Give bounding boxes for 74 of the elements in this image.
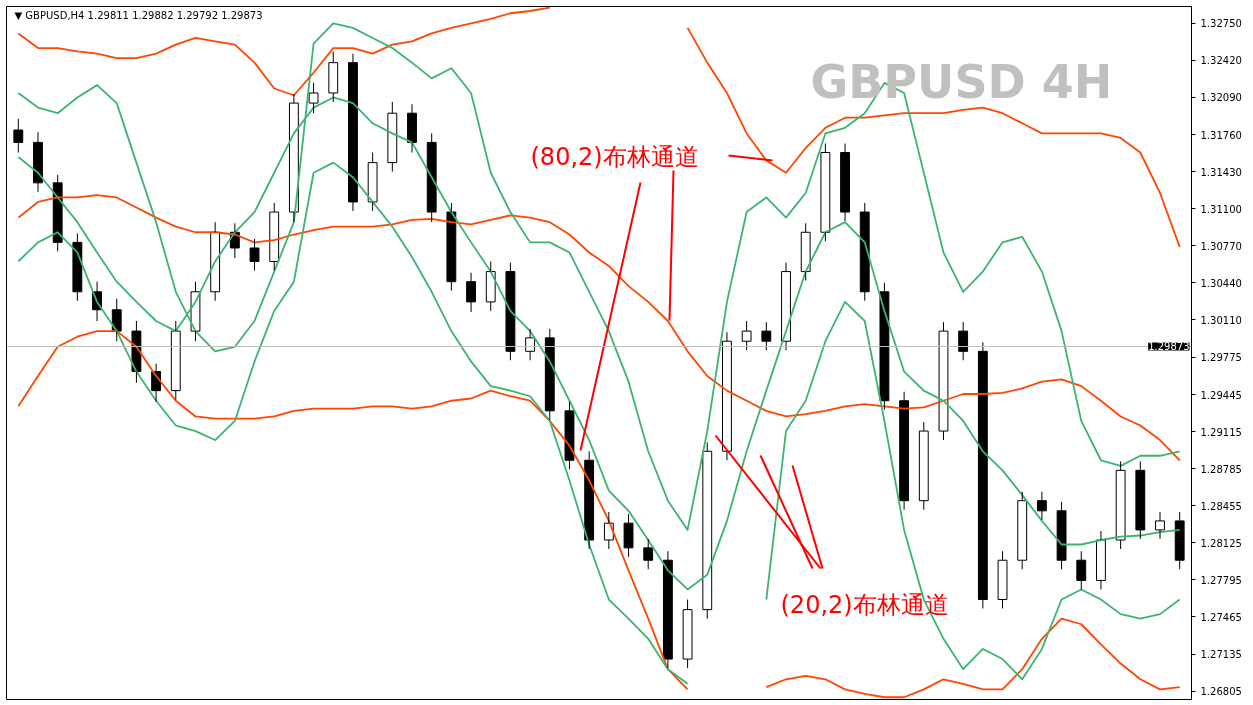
candlestick <box>1036 491 1047 521</box>
candlestick <box>879 282 890 411</box>
y-tick-label: 1.29445 <box>1200 389 1242 401</box>
candlestick <box>1115 460 1126 550</box>
candlestick <box>446 202 457 292</box>
candlestick <box>918 421 929 511</box>
candlestick <box>859 202 870 302</box>
y-tick-label: 1.32750 <box>1200 18 1242 30</box>
y-tick-label: 1.30440 <box>1200 277 1242 289</box>
candlestick <box>840 143 850 222</box>
candlestick <box>623 513 634 558</box>
y-tick-label: 1.27795 <box>1200 574 1242 586</box>
candlestick <box>249 238 260 271</box>
candlestick <box>662 550 673 669</box>
y-tick-label: 1.29115 <box>1200 426 1242 438</box>
candlestick <box>52 174 63 252</box>
y-tick-label: 1.28125 <box>1200 537 1242 549</box>
candlestick <box>1155 511 1165 540</box>
candlestick <box>466 272 476 313</box>
y-tick-label: 1.30770 <box>1200 240 1242 252</box>
ref-line-label: 1.29873 <box>1148 341 1190 353</box>
candlestick <box>407 103 417 154</box>
y-tick-label: 1.29775 <box>1200 352 1242 364</box>
candlestick <box>1017 491 1028 570</box>
y-tick-label: 1.32420 <box>1200 55 1242 67</box>
candlestick <box>722 331 732 461</box>
candlestick <box>1096 530 1106 590</box>
candlestick <box>170 320 181 401</box>
y-tick-label: 1.31430 <box>1200 166 1242 178</box>
candlestick <box>13 118 24 154</box>
y-tick-label: 1.31760 <box>1200 129 1242 141</box>
candlestick <box>800 222 811 282</box>
candlestick <box>505 262 516 361</box>
candlestick <box>899 391 910 511</box>
candlestick <box>210 221 221 302</box>
candlestick <box>288 93 299 223</box>
candlestick <box>544 328 555 421</box>
candlestick <box>584 450 595 550</box>
candlestick <box>997 550 1008 610</box>
candlestick <box>328 50 339 103</box>
candlestick <box>33 131 43 193</box>
y-tick-label: 1.31100 <box>1200 203 1242 215</box>
candlestick <box>308 82 319 114</box>
annotation: GBPUSD 4H <box>810 54 1113 109</box>
candlestick <box>367 152 378 212</box>
candlestick <box>348 53 358 212</box>
y-tick-label: 1.27465 <box>1200 611 1242 623</box>
candlestick <box>387 101 398 173</box>
candlestick <box>564 401 575 470</box>
candlestick <box>1174 511 1185 570</box>
candlestick <box>1076 550 1087 590</box>
candlestick <box>938 321 949 441</box>
candlestick <box>820 143 831 242</box>
annotation: (80,2)布林通道 <box>530 142 699 171</box>
candlestick <box>1056 501 1067 570</box>
annotation: (20,2)布林通道 <box>780 590 949 619</box>
candlestick <box>111 298 122 342</box>
candlestick <box>682 599 693 669</box>
candlestick <box>643 538 654 570</box>
candlestick <box>485 260 496 312</box>
candlestick <box>426 132 437 223</box>
chart-title: ▼ GBPUSD,H4 1.29811 1.29882 1.29792 1.29873 <box>14 9 263 21</box>
candlestick <box>958 321 969 361</box>
y-tick-label: 1.30110 <box>1200 314 1242 326</box>
y-tick-label: 1.28785 <box>1200 463 1242 475</box>
y-tick-label: 1.28455 <box>1200 500 1242 512</box>
y-tick-label: 1.26805 <box>1200 686 1242 698</box>
candlestick <box>269 202 280 271</box>
candlestick <box>72 232 83 302</box>
candlestick <box>781 262 791 351</box>
y-tick-label: 1.32090 <box>1200 92 1242 104</box>
y-tick-label: 1.27135 <box>1200 649 1242 661</box>
candlestick <box>702 441 713 620</box>
candlestick <box>1135 460 1146 540</box>
